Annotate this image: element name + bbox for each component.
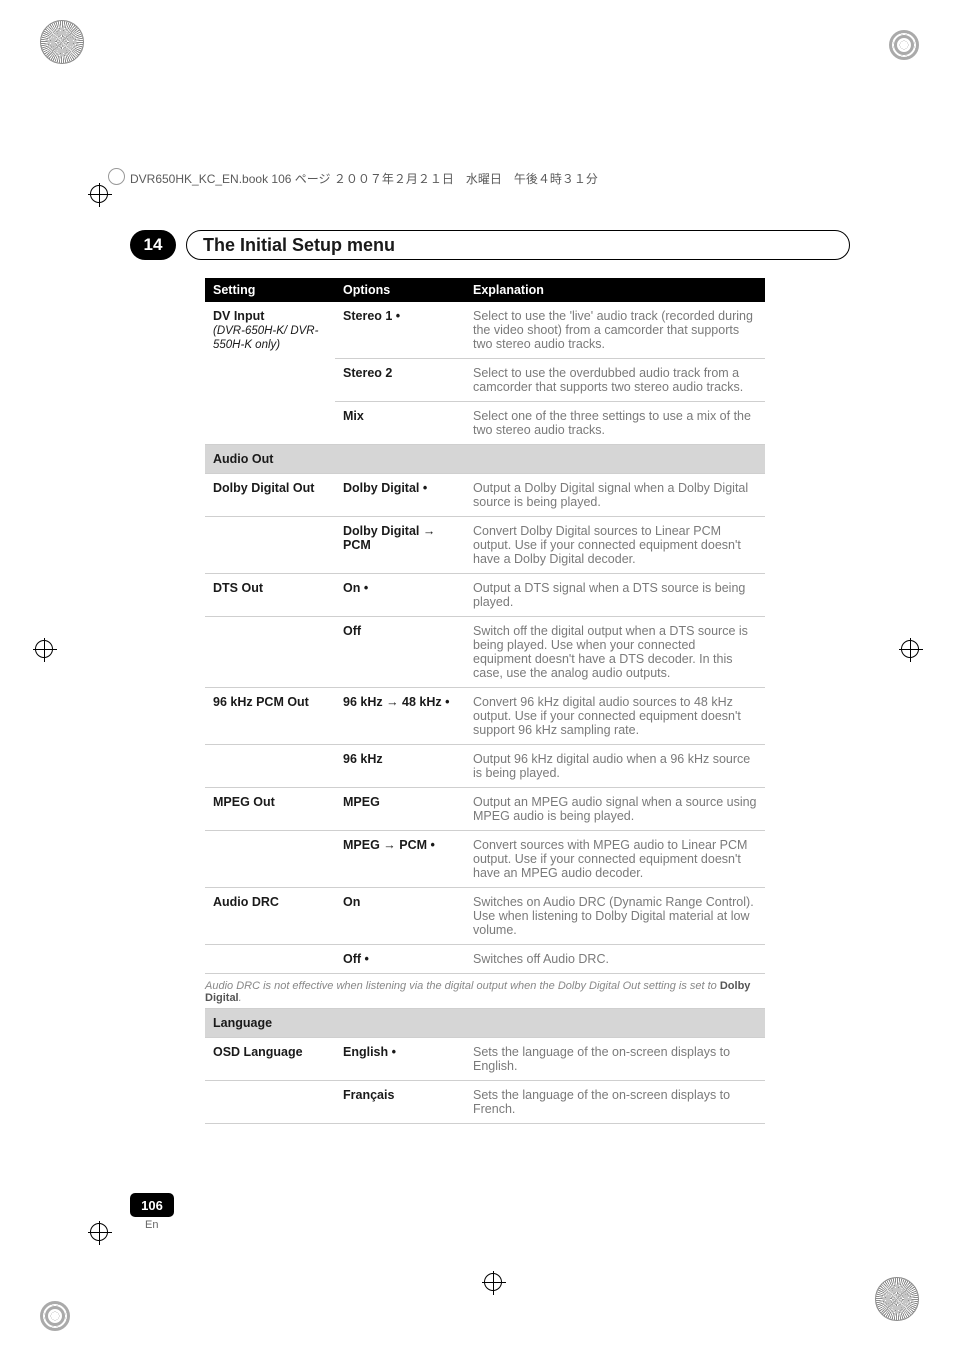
th-explanation: Explanation [465,278,765,302]
setting-cell: 96 kHz PCM Out [205,688,335,745]
option-cell: On [335,888,465,945]
option-cell: Stereo 1 • [335,302,465,359]
table-row: 96 kHz PCM Out 96 kHz → 48 kHz • Convert… [205,688,765,745]
explanation-cell: Output 96 kHz digital audio when a 96 kH… [465,745,765,788]
setting-label: DV Input [213,309,264,323]
th-setting: Setting [205,278,335,302]
explanation-cell: Switch off the digital output when a DTS… [465,617,765,688]
setting-cell [205,745,335,788]
option-cell: Stereo 2 [335,359,465,402]
chapter-header: 14 The Initial Setup menu [130,230,850,260]
option-cell: Dolby Digital • [335,474,465,517]
explanation-cell: Convert Dolby Digital sources to Linear … [465,517,765,574]
setting-cell: DV Input (DVR-650H-K/ DVR-550H-K only) [205,302,335,445]
explanation-cell: Select to use the 'live' audio track (re… [465,302,765,359]
explanation-cell: Select one of the three settings to use … [465,402,765,445]
header-text: DVR650HK_KC_EN.book 106 ページ ２００７年２月２１日 水… [130,172,598,186]
setting-cell [205,517,335,574]
table-row: MPEG Out MPEG Output an MPEG audio signa… [205,788,765,831]
setting-cell [205,1081,335,1124]
reg-mark-ml [35,640,53,658]
option-cell: Off • [335,945,465,974]
section-header-row: Language [205,1009,765,1038]
table-row: DTS Out On • Output a DTS signal when a … [205,574,765,617]
footnote-post: . [239,992,242,1004]
section-language: Language [205,1009,765,1038]
explanation-cell: Convert 96 kHz digital audio sources to … [465,688,765,745]
setting-cell: DTS Out [205,574,335,617]
settings-table: Setting Options Explanation DV Input (DV… [205,278,765,973]
explanation-cell: Sets the language of the on-screen displ… [465,1081,765,1124]
option-cell: 96 kHz [335,745,465,788]
setting-cell: MPEG Out [205,788,335,831]
chapter-number-badge: 14 [130,230,176,260]
reg-mark-circle-tr [889,30,919,60]
table-row: Dolby Digital Out Dolby Digital • Output… [205,474,765,517]
reg-crosshair-bottom [484,1273,502,1291]
explanation-cell: Output an MPEG audio signal when a sourc… [465,788,765,831]
footnote-text: Audio DRC is not effective when listenin… [205,980,720,992]
reg-crosshair-bl [90,1223,108,1241]
explanation-cell: Output a Dolby Digital signal when a Dol… [465,474,765,517]
table-row [205,1124,765,1125]
option-cell: On • [335,574,465,617]
reg-mark-circle-bl [40,1301,70,1331]
page-number-badge: 106 [130,1193,174,1217]
footnote: Audio DRC is not effective when listenin… [205,973,765,1008]
section-audio-out: Audio Out [205,445,765,474]
table-row: Audio DRC On Switches on Audio DRC (Dyna… [205,888,765,945]
document-header: DVR650HK_KC_EN.book 106 ページ ２００７年２月２１日 水… [130,170,598,187]
option-cell: MPEG → PCM • [335,831,465,888]
chapter-title: The Initial Setup menu [186,230,850,260]
setting-sublabel: (DVR-650H-K/ DVR-550H-K only) [213,325,318,351]
explanation-cell: Switches on Audio DRC (Dynamic Range Con… [465,888,765,945]
section-header-row: Audio Out [205,445,765,474]
explanation-cell: Convert sources with MPEG audio to Linea… [465,831,765,888]
setting-cell: Audio DRC [205,888,335,945]
table-row: Off Switch off the digital output when a… [205,617,765,688]
table-row: DV Input (DVR-650H-K/ DVR-550H-K only) S… [205,302,765,359]
table-row: MPEG → PCM • Convert sources with MPEG a… [205,831,765,888]
setting-cell [205,831,335,888]
reg-crosshair-top [90,185,108,203]
option-cell: MPEG [335,788,465,831]
explanation-cell: Select to use the overdubbed audio track… [465,359,765,402]
page-footer: 106 En [130,1193,174,1231]
page-language: En [145,1219,174,1231]
option-cell: Dolby Digital → PCM [335,517,465,574]
language-table: Language OSD Language English • Sets the… [205,1008,765,1124]
table-header-row: Setting Options Explanation [205,278,765,302]
table-row: Français Sets the language of the on-scr… [205,1081,765,1124]
reg-mark-starburst-tl [40,20,84,64]
setting-cell [205,945,335,974]
table-row: 96 kHz Output 96 kHz digital audio when … [205,745,765,788]
explanation-cell: Sets the language of the on-screen displ… [465,1038,765,1081]
option-cell: Mix [335,402,465,445]
table-row: OSD Language English • Sets the language… [205,1038,765,1081]
option-cell: Off [335,617,465,688]
explanation-cell: Switches off Audio DRC. [465,945,765,974]
option-cell: 96 kHz → 48 kHz • [335,688,465,745]
setting-cell [205,617,335,688]
th-options: Options [335,278,465,302]
reg-mark-starburst-br [875,1277,919,1321]
setting-cell: OSD Language [205,1038,335,1081]
table-row: Off • Switches off Audio DRC. [205,945,765,974]
table-row: Dolby Digital → PCM Convert Dolby Digita… [205,517,765,574]
explanation-cell: Output a DTS signal when a DTS source is… [465,574,765,617]
option-cell: Français [335,1081,465,1124]
option-cell: English • [335,1038,465,1081]
setting-cell: Dolby Digital Out [205,474,335,517]
reg-mark-mr [901,640,919,658]
